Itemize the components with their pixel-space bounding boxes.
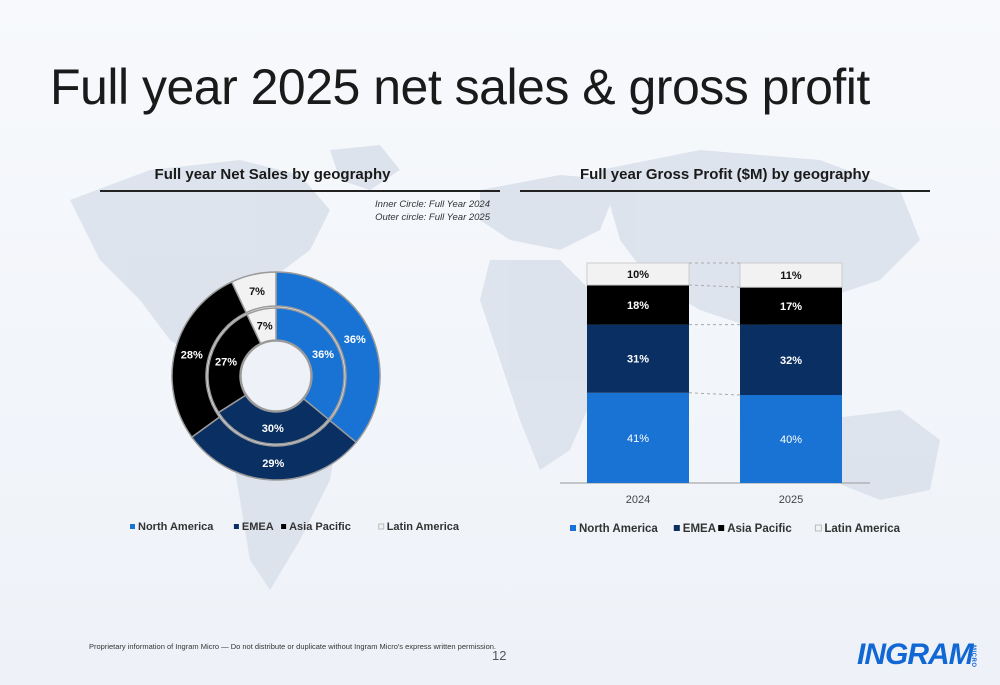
bar-label-2024-north-america: 41% — [627, 433, 649, 445]
bar-2024-emea — [587, 324, 689, 393]
donut-legend-swatch-emea — [233, 524, 239, 529]
bar-label-2025-latin-america: 11% — [780, 270, 802, 282]
donut-inner-slice-latin-america — [246, 307, 277, 345]
donut-outer-label-latin-america: 7% — [249, 286, 265, 298]
donut-legend-label-asia-pacific: Asia Pacific — [289, 521, 351, 533]
donut-inner-label-north-america: 36% — [312, 349, 334, 361]
donut-inner-label-latin-america: 7% — [257, 320, 273, 332]
page-number: 12 — [492, 648, 507, 663]
gross-profit-bar-chart: 41% 31% 18% 10% 2024 40% 32% 17% 11% 2025 North Am… — [560, 262, 901, 535]
bar-legend: North America EMEA Asia Pacific Latin Ameri… — [570, 523, 901, 535]
donut-legend: North America EMEA Asia Pacific Latin Ameri… — [130, 521, 460, 533]
bar-2025-emea — [740, 324, 842, 395]
bar-title-rule — [520, 190, 930, 192]
donut-outer-label-emea: 29% — [262, 458, 284, 470]
donut-legend-label-emea: EMEA — [242, 521, 274, 533]
donut-outer-label-north-america: 36% — [344, 334, 366, 346]
donut-legend-swatch-asia-pacific — [281, 524, 287, 529]
inner-circle-note: Inner Circle: Full Year 2024 — [375, 199, 490, 210]
bar-label-2025-asia-pacific: 17% — [780, 301, 802, 313]
net-sales-donut-chart: 36% 30% 27% 7% 36% 29% 28% 7% North America EMEA A… — [130, 271, 460, 533]
donut-outer-slice-north-america — [275, 271, 381, 444]
bar-legend-swatch-emea — [673, 525, 680, 531]
bar-label-2024-latin-america: 10% — [627, 269, 649, 281]
donut-chart-title: Full year Net Sales by geography — [154, 166, 391, 183]
bar-2024-north-america — [587, 392, 689, 483]
bar-2025-asia-pacific — [740, 287, 842, 325]
outer-circle-note: Outer circle: Full Year 2025 — [375, 212, 490, 223]
donut-inner-slice-emea — [217, 394, 330, 445]
bar-2024-asia-pacific — [587, 285, 689, 325]
bar-legend-label-emea: EMEA — [683, 523, 716, 535]
bar-legend-label-latin-america: Latin America — [824, 523, 900, 535]
bar-legend-swatch-asia-pacific — [718, 525, 725, 531]
donut-legend-swatch-north-america — [130, 524, 135, 529]
donut-title-rule — [100, 190, 500, 192]
donut-legend-label-north-america: North America — [138, 521, 214, 533]
bar-2024-latin-america — [586, 262, 690, 286]
donut-inner-label-emea: 30% — [262, 423, 284, 435]
bar-connector-2 — [688, 284, 741, 288]
bar-legend-swatch-latin-america — [814, 524, 822, 532]
ingram-logo-sub: MICRO — [970, 645, 976, 668]
donut-inner-label-asia-pacific: 27% — [215, 356, 237, 368]
donut-outer-label-asia-pacific: 28% — [181, 349, 203, 361]
bar-label-2024-asia-pacific: 18% — [627, 300, 649, 312]
donut-legend-label-latin-america: Latin America — [387, 521, 460, 533]
bar-legend-label-asia-pacific: Asia Pacific — [727, 523, 792, 535]
donut-outer-slice-latin-america — [230, 271, 277, 314]
bar-legend-label-north-america: North America — [579, 523, 658, 535]
bar-x-tick-2024: 2024 — [626, 494, 650, 506]
bar-legend-swatch-north-america — [570, 525, 576, 531]
ingram-logo: INGRAM — [857, 638, 974, 671]
bar-connector-0 — [688, 392, 741, 396]
donut-legend-swatch-latin-america — [378, 523, 385, 530]
donut-inner-slice-north-america — [275, 307, 345, 421]
bar-2025-north-america — [740, 395, 842, 483]
donut-center-hole — [240, 340, 312, 412]
bar-x-tick-2025: 2025 — [779, 494, 803, 506]
bar-chart-title: Full year Gross Profit ($M) by geography — [579, 166, 871, 183]
confidentiality-footer: Proprietary information of Ingram Micro … — [89, 642, 497, 651]
slide-title: Full year 2025 net sales & gross profit — [50, 59, 870, 115]
bar-label-2025-emea: 32% — [780, 355, 802, 367]
bar-label-2024-emea: 31% — [627, 354, 649, 366]
bar-label-2025-north-america: 40% — [780, 434, 802, 446]
bar-2025-latin-america — [739, 262, 843, 288]
